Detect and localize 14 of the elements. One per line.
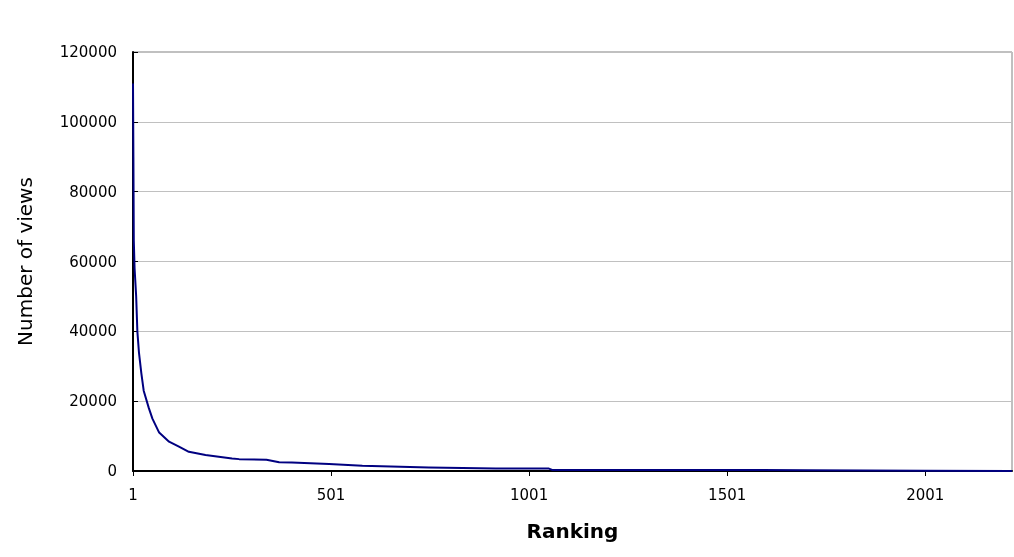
y-tick-label: 100000 (59, 112, 117, 131)
x-tick-label: 501 (316, 485, 346, 504)
x-tick-label: 1501 (708, 485, 747, 504)
y-axis-title: Number of views (13, 177, 37, 346)
y-tick-label: 80000 (69, 182, 117, 201)
x-tick-label: 2001 (906, 485, 945, 504)
x-tick-label: 1001 (510, 485, 549, 504)
x-axis-title: Ranking (526, 519, 619, 543)
y-tick-label: 40000 (69, 322, 117, 341)
y-tick-label: 60000 (69, 252, 117, 271)
y-tick-label: 120000 (59, 43, 117, 61)
y-tick-label: 20000 (69, 392, 117, 411)
y-tick-label: 0 (107, 462, 117, 480)
x-tick-label: 1 (128, 485, 138, 504)
